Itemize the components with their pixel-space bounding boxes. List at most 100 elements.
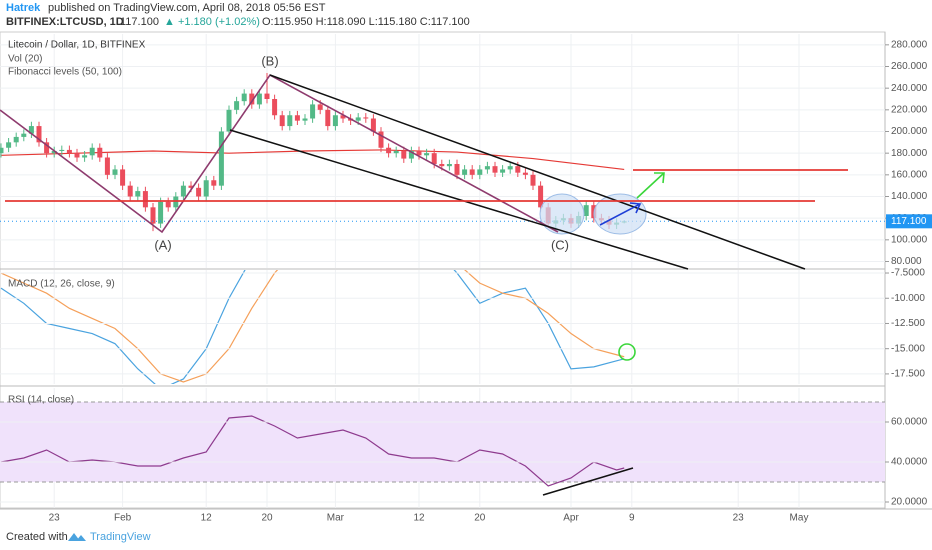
change: ▲ +1.180 (+1.02%) [164,16,260,28]
candle-body [21,133,27,137]
indicator-plot [0,270,625,384]
candle-body [522,172,528,175]
candle-body [188,185,194,188]
wave-label: (A) [154,237,171,252]
x-tick-label: 23 [49,513,61,524]
candle-body [13,136,19,143]
candle-body [332,115,338,127]
candle-body [454,164,460,175]
y-tick-label: -7.5000 [891,268,925,279]
candle-body [135,191,141,197]
candle-body [431,153,437,164]
candle-body [127,185,133,197]
candle-body [180,185,186,197]
candle-body [530,174,536,186]
candle-body [355,117,361,121]
x-tick-label: 9 [629,513,635,524]
moving-average [0,149,625,171]
candle-body [515,166,521,173]
indicator-line [0,270,625,383]
candle-body [28,126,34,134]
legend-item: Fibonacci levels (50, 100) [8,67,122,78]
x-tick-label: 20 [261,513,273,524]
price-plot [0,73,627,232]
y-tick-label: 180.000 [891,148,928,159]
wave-label: (B) [261,53,278,68]
candle-body [97,147,103,158]
candle-body [393,151,399,154]
x-tick-label: 12 [413,513,425,524]
chart-title: Litecoin / Dollar, 1D, BITFINEX [8,40,146,51]
last-price-label: 117.100 [891,216,927,227]
ohlc: O:115.950 H:118.090 L:115.180 C:117.100 [262,16,470,28]
y-tick-label: 260.000 [891,61,928,72]
y-tick-label: 60.0000 [891,417,928,428]
author[interactable]: Hatrek [6,2,41,14]
candle-body [82,155,88,158]
candle-body [66,149,72,154]
abc-wave [0,73,559,234]
x-tick-label: Apr [563,513,579,524]
y-tick-label: 20.0000 [891,497,928,508]
arrow-head [629,202,642,214]
candle-body [264,93,270,99]
y-tick-label: -10.000 [891,293,925,304]
symbol: BITFINEX:LTCUSD, 1D [6,16,124,28]
candle-body [446,164,452,167]
footer-brand[interactable]: TradingView [90,531,151,543]
candle-body [378,131,384,148]
pattern-circle [539,193,585,235]
candle-body [302,118,308,121]
brand-logo [68,533,86,541]
candle-body [120,169,126,186]
y-tick-label: 220.000 [891,104,928,115]
x-tick-label: 23 [733,513,745,524]
candle-body [51,151,57,154]
candle-body [401,151,407,159]
indicator-plot [0,401,885,487]
candle-body [424,153,430,156]
candle-body [370,118,376,132]
candle-body [226,109,232,132]
candle-body [158,201,164,224]
x-tick-label: Mar [327,513,345,524]
y-tick-label: -17.500 [891,369,925,380]
candle-body [500,169,506,173]
channel-line [269,74,806,270]
highlight-circle [618,343,636,361]
pane-title: RSI (14, close) [8,395,74,406]
candle-body [408,151,414,159]
candle-body [150,207,156,224]
candle-body [416,151,422,156]
arrow [636,172,665,199]
candle-body [439,164,445,167]
last-price-box [886,214,932,229]
candle-body [363,117,369,119]
candle-body [173,196,179,208]
candle-body [74,153,80,158]
candle-body [249,93,255,105]
y-tick-label: 80.000 [891,256,922,267]
y-tick-label: -12.500 [891,318,925,329]
arrow-head [654,172,665,184]
candle-body [340,115,346,119]
candle-body [484,166,490,170]
candle-body [36,126,42,143]
candle-body [142,191,148,208]
candle-body [279,115,285,127]
candle-body [538,185,544,208]
panes [0,31,932,510]
candle-body [203,180,209,197]
candle-body [59,149,65,151]
y-tick-label: 40.0000 [891,457,928,468]
candle-body [256,93,262,105]
candle-body [477,169,483,175]
candle-body [386,147,392,154]
marks: 23Feb1220Mar1220Apr923May80.000100.00012… [0,34,932,524]
candle-body [583,205,589,216]
x-tick-label: Feb [114,513,132,524]
candle-body [218,131,224,186]
published-line: published on TradingView.com, April 08, … [48,2,326,14]
rsi-band [0,402,885,482]
indicator-line [0,415,625,487]
